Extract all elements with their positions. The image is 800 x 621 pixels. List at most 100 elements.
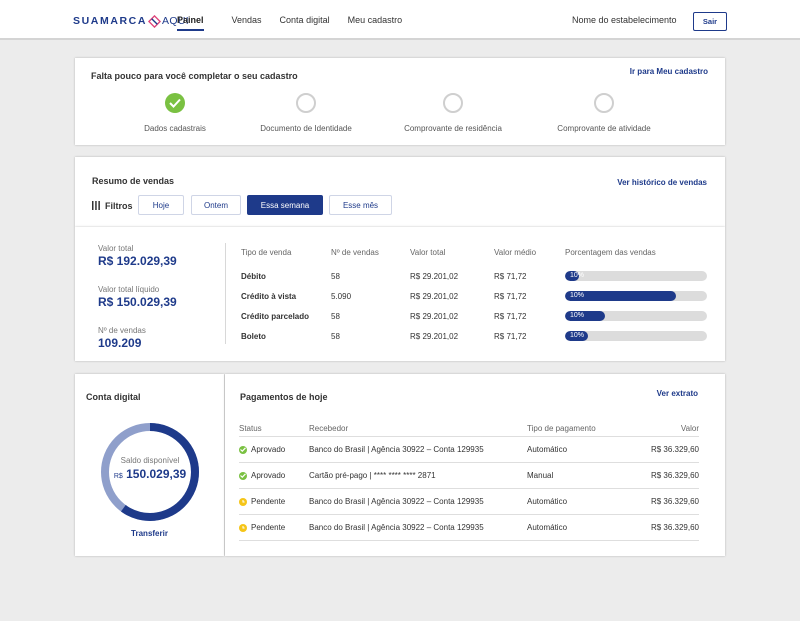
table-row: Débito 58 R$ 29.201,02 R$ 71,72 10%	[241, 266, 711, 286]
statement-link[interactable]: Ver extrato	[656, 389, 698, 398]
filters-label: Filtros	[105, 201, 133, 211]
total-amount: R$ 150.029,39	[98, 295, 177, 309]
table-row[interactable]: Pendente Banco do Brasil | Agência 30922…	[239, 489, 699, 515]
establishment-name: Nome do estabelecimento	[572, 15, 677, 25]
cell-total: R$ 29.201,02	[410, 291, 459, 301]
empty-circle-icon	[443, 93, 463, 113]
recipient: Cartão pré-pago | **** **** **** 2871	[309, 471, 436, 480]
column-header: Tipo de pagamento	[527, 424, 596, 433]
brand-logo[interactable]: SUAMARCA AQUI	[73, 13, 189, 29]
cell-count: 58	[331, 331, 340, 341]
balance-info: Saldo disponível R$ 150.029,39	[99, 456, 201, 481]
cell-avg: R$ 71,72	[494, 291, 527, 301]
table-header: Status Recebedor Tipo de pagamento Valor	[239, 424, 699, 437]
logout-button[interactable]: Sair	[693, 12, 727, 31]
cell-avg: R$ 71,72	[494, 311, 527, 321]
step-label: Comprovante de residência	[404, 124, 502, 133]
step-label: Comprovante de atividade	[557, 124, 651, 133]
pending-clock-icon	[239, 523, 247, 532]
main-nav: Painel Vendas Conta digital Meu cadastro	[177, 15, 402, 31]
filter-essa-semana[interactable]: Essa semana	[247, 195, 323, 215]
status-text: Pendente	[251, 497, 286, 506]
logo-mark-icon	[148, 14, 162, 28]
table-header: Tipo de venda Nº de vendas Valor total V…	[241, 246, 711, 258]
column-header: Valor total	[410, 247, 446, 257]
approved-check-icon	[239, 445, 247, 454]
sales-type-table: Tipo de venda Nº de vendas Valor total V…	[241, 246, 711, 346]
payments-title: Pagamentos de hoje	[240, 392, 328, 402]
pending-clock-icon	[239, 497, 247, 506]
balance-amount: R$ 150.029,39	[99, 467, 201, 481]
column-header: Porcentagem das vendas	[565, 247, 656, 257]
recipient: Banco do Brasil | Agência 30922 – Conta …	[309, 497, 484, 506]
recipient: Banco do Brasil | Agência 30922 – Conta …	[309, 445, 484, 454]
cell-type: Crédito parcelado	[241, 311, 310, 321]
nav-vendas[interactable]: Vendas	[231, 15, 262, 25]
percentage-label: 10%	[570, 332, 585, 339]
sales-totals: Valor total R$ 192.029,39 Valor total lí…	[98, 244, 226, 367]
cell-type: Débito	[241, 271, 266, 281]
column-header: Status	[239, 424, 262, 433]
filter-esse-mes[interactable]: Esse mês	[329, 195, 392, 215]
column-header: Valor	[680, 424, 699, 433]
sales-summary-card: Resumo de vendas Ver histórico de vendas…	[75, 157, 725, 227]
total-value: Valor total R$ 192.029,39	[98, 244, 226, 268]
approved-check-icon	[239, 471, 247, 480]
onboarding-card: Falta pouco para você completar o seu ca…	[75, 58, 725, 145]
transfer-link[interactable]: Transferir	[131, 529, 168, 538]
percentage-label: 10%	[570, 292, 585, 299]
table-row[interactable]: Aprovado Cartão pré-pago | **** **** ***…	[239, 463, 699, 489]
payment-value: R$ 36.329,60	[650, 445, 699, 454]
total-amount: 109.209	[98, 336, 142, 350]
percentage-label: 10%	[570, 312, 585, 319]
recipient: Banco do Brasil | Agência 30922 – Conta …	[309, 523, 484, 532]
cell-type: Crédito à vista	[241, 291, 297, 301]
sales-count: Nº de vendas 109.209	[98, 326, 226, 350]
column-header: Nº de vendas	[331, 247, 379, 257]
payment-type: Automático	[527, 445, 568, 454]
divider	[225, 243, 226, 344]
sales-history-link[interactable]: Ver histórico de vendas	[617, 178, 707, 187]
total-label: Valor total líquido	[98, 285, 160, 294]
filters-icon	[92, 201, 100, 210]
nav-meu-cadastro[interactable]: Meu cadastro	[347, 15, 403, 25]
step-label: Dados cadastrais	[144, 124, 206, 133]
balance-label: Saldo disponível	[120, 456, 180, 465]
balance-value: 150.029,39	[126, 467, 187, 481]
payments-card: Pagamentos de hoje Ver extrato Status Re…	[225, 374, 725, 556]
step-label: Documento de Identidade	[260, 124, 352, 133]
sales-details-card: Valor total R$ 192.029,39 Valor total lí…	[75, 227, 725, 361]
cell-count: 58	[331, 311, 340, 321]
step-atividade: Comprovante de atividade	[534, 93, 674, 133]
payments-table: Status Recebedor Tipo de pagamento Valor…	[239, 424, 699, 541]
cell-total: R$ 29.201,02	[410, 271, 459, 281]
cell-total: R$ 29.201,02	[410, 331, 459, 341]
payment-type: Manual	[527, 471, 554, 480]
status-text: Pendente	[251, 523, 286, 532]
digital-account-card: Conta digital Saldo disponível R$ 150.02…	[75, 374, 224, 556]
total-amount: R$ 192.029,39	[98, 254, 177, 268]
nav-painel[interactable]: Painel	[177, 15, 204, 31]
balance-ring	[101, 423, 199, 521]
status-text: Aprovado	[251, 471, 286, 480]
logo-text: SUAMARCA	[73, 15, 148, 27]
nav-conta-digital[interactable]: Conta digital	[279, 15, 330, 25]
column-header: Tipo de venda	[241, 247, 292, 257]
table-row[interactable]: Pendente Banco do Brasil | Agência 30922…	[239, 515, 699, 541]
percentage-bar: 10%	[565, 291, 707, 301]
go-to-profile-link[interactable]: Ir para Meu cadastro	[629, 67, 708, 76]
table-row: Boleto 58 R$ 29.201,02 R$ 71,72 10%	[241, 326, 711, 346]
cell-total: R$ 29.201,02	[410, 311, 459, 321]
cell-count: 58	[331, 271, 340, 281]
payment-type: Automático	[527, 523, 568, 532]
payment-value: R$ 36.329,60	[650, 471, 699, 480]
payment-value: R$ 36.329,60	[650, 523, 699, 532]
filter-ontem[interactable]: Ontem	[191, 195, 241, 215]
filter-hoje[interactable]: Hoje	[138, 195, 184, 215]
cell-avg: R$ 71,72	[494, 271, 527, 281]
table-row[interactable]: Aprovado Banco do Brasil | Agência 30922…	[239, 437, 699, 463]
percentage-bar: 10%	[565, 311, 707, 321]
cell-type: Boleto	[241, 331, 266, 341]
onboarding-title: Falta pouco para você completar o seu ca…	[91, 71, 298, 81]
step-dados-cadastrais: Dados cadastrais	[105, 93, 245, 133]
